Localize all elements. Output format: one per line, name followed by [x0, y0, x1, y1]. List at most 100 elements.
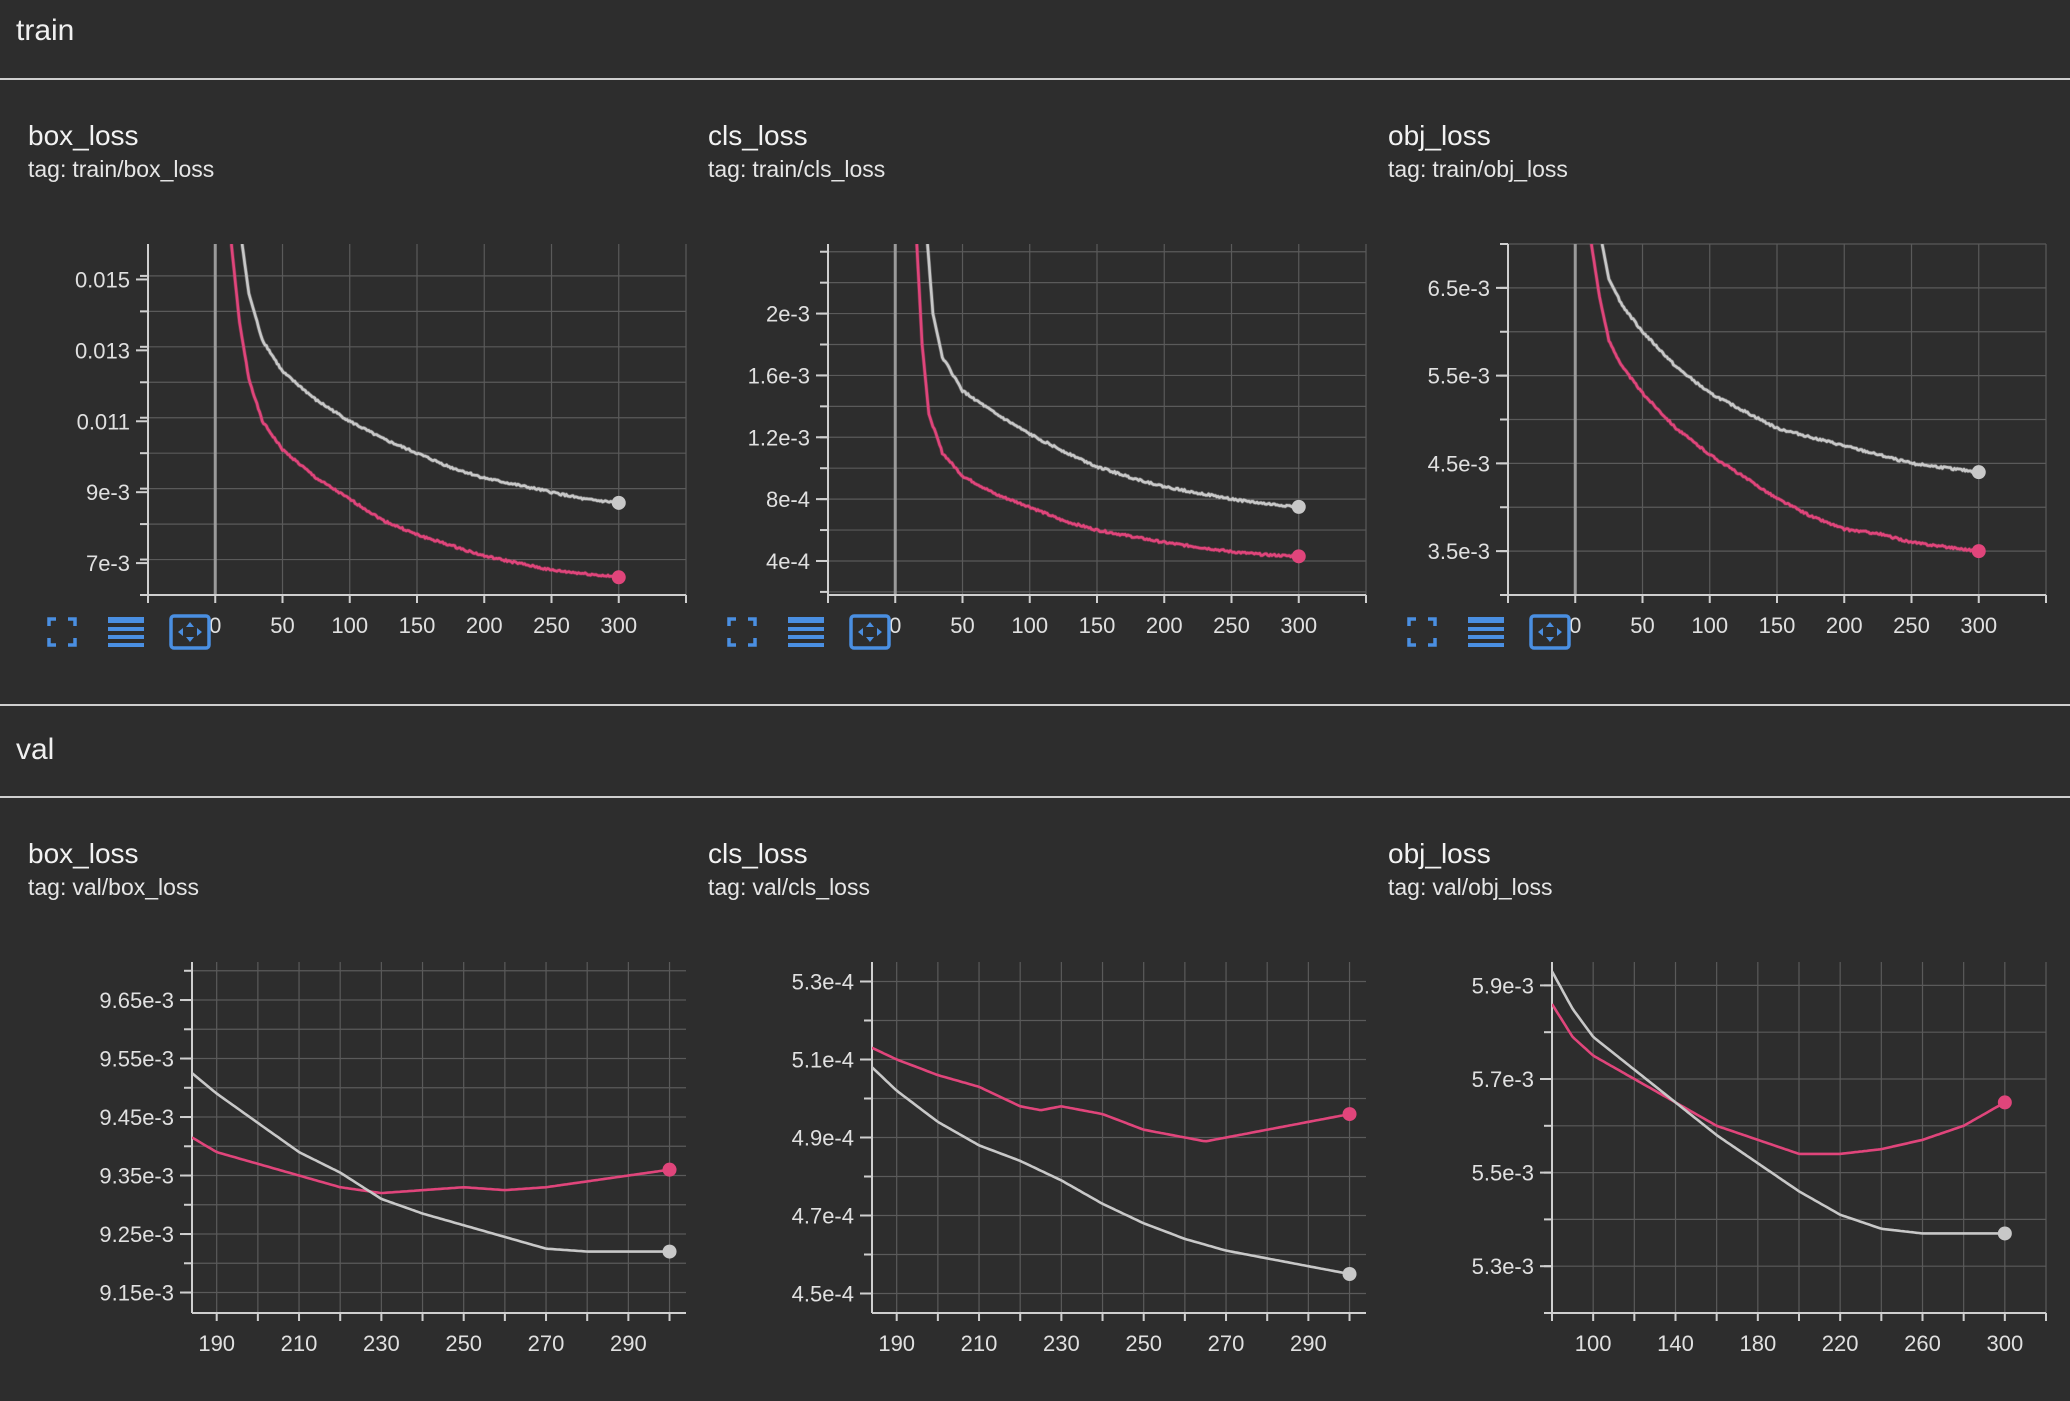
card-tag: tag: train/cls_loss [708, 156, 885, 183]
fit-domain-icon [1529, 613, 1571, 655]
chart-svg: 5.9e-3 5.7e-3 5.5e-3 5.3e-3 100 140 180 220 260 3… [1472, 962, 2047, 1356]
chart-plot[interactable]: 5.9e-3 5.7e-3 5.5e-3 5.3e-3 100 140 180 220 260 3… [1360, 916, 2047, 1401]
card-title: box_loss [28, 120, 139, 151]
data-table-button[interactable] [786, 614, 826, 654]
chart-plot[interactable]: 0.015 0.013 0.011 9e-3 7e-3 0 50 100 150 200 250 30… [0, 198, 687, 683]
tag-value: train/cls_loss [752, 156, 886, 182]
chart-svg: 2e-3 1.6e-3 1.2e-3 8e-4 4e-4 0 50 100 150 200 250 3… [748, 244, 1367, 638]
y-tick-label: 4e-4 [766, 549, 810, 574]
y-tick-label: 4.5e-4 [792, 1282, 854, 1307]
y-tick-label: 6.5e-3 [1428, 276, 1490, 301]
series-end-point-pink [611, 570, 626, 585]
card-title: obj_loss [1388, 838, 1491, 869]
series-end-point-pink [1342, 1107, 1357, 1122]
card-tag: tag: train/box_loss [28, 156, 214, 183]
x-tick-label: 180 [1739, 1331, 1776, 1356]
plot-area [872, 1046, 1350, 1276]
x-tick-label: 200 [466, 613, 503, 638]
series-end-point-gray [1971, 465, 1986, 480]
y-tick-label: 8e-4 [766, 487, 810, 512]
fit-domain-button[interactable] [169, 613, 211, 655]
section-divider [0, 796, 2070, 798]
fit-domain-button[interactable] [849, 613, 891, 655]
y-tick-label: 5.1e-4 [792, 1048, 854, 1073]
chart-svg: 6.5e-3 5.5e-3 4.5e-3 3.5e-3 0 50 100 150 200 250 3… [1428, 243, 2047, 638]
series-line-pink [1590, 244, 1980, 553]
fit-domain-icon [169, 613, 211, 655]
plot-area [229, 244, 620, 580]
tag-label: tag: [1388, 156, 1427, 182]
x-tick-label: 200 [1826, 613, 1863, 638]
tag-label: tag: [28, 156, 67, 182]
tag-value: train/box_loss [72, 156, 215, 182]
fit-domain-button[interactable] [1529, 613, 1571, 655]
series-shadow [229, 244, 620, 580]
card-tag: tag: val/cls_loss [708, 874, 870, 901]
y-tick-label: 4.9e-4 [792, 1126, 854, 1151]
x-tick-label: 230 [363, 1331, 400, 1356]
x-tick-label: 300 [1960, 613, 1997, 638]
tag-value: val/box_loss [72, 874, 199, 900]
x-tick-label: 50 [950, 613, 974, 638]
y-tick-label: 1.2e-3 [748, 425, 810, 450]
y-tick-label: 9.55e-3 [99, 1047, 174, 1072]
x-tick-label: 210 [281, 1331, 318, 1356]
plot-area [1589, 244, 1981, 554]
chart-plot[interactable]: 2e-3 1.6e-3 1.2e-3 8e-4 4e-4 0 50 100 150 200 250 3… [680, 198, 1367, 683]
x-tick-label: 210 [961, 1331, 998, 1356]
series-end-point-pink [1997, 1095, 2012, 1110]
section-title-val: val [16, 733, 55, 766]
x-tick-label: 270 [528, 1331, 565, 1356]
x-tick-label: 190 [198, 1331, 235, 1356]
data-table-icon [787, 615, 825, 654]
fullscreen-icon [1406, 616, 1438, 653]
chart-plot[interactable]: 9.65e-3 9.55e-3 9.45e-3 9.35e-3 9.25e-3 9.15e… [0, 916, 686, 1401]
y-tick-label: 5.7e-3 [1472, 1067, 1534, 1092]
data-table-button[interactable] [1466, 614, 1506, 654]
fullscreen-icon [46, 616, 78, 653]
x-tick-label: 150 [1079, 613, 1116, 638]
x-tick-label: 100 [1011, 613, 1048, 638]
y-tick-label: 5.9e-3 [1472, 973, 1534, 998]
x-tick-label: 150 [1759, 613, 1796, 638]
x-tick-label: 140 [1657, 1331, 1694, 1356]
series-line-gray [240, 244, 619, 504]
x-tick-label: 100 [1691, 613, 1728, 638]
x-tick-label: 300 [1280, 613, 1317, 638]
y-tick-label: 4.7e-4 [792, 1204, 854, 1229]
tag-label: tag: [1388, 874, 1427, 900]
tag-label: tag: [708, 874, 747, 900]
x-tick-label: 250 [1893, 613, 1930, 638]
y-tick-label: 5.3e-4 [792, 970, 854, 995]
fullscreen-button[interactable] [1402, 614, 1442, 654]
fullscreen-button[interactable] [722, 614, 762, 654]
x-tick-label: 300 [600, 613, 637, 638]
fullscreen-button[interactable] [42, 614, 82, 654]
series-shadow [1589, 244, 1981, 554]
plot-area [914, 244, 1301, 559]
plot-area [1552, 970, 2006, 1235]
card-tag: tag: train/obj_loss [1388, 156, 1568, 183]
y-tick-label: 9.25e-3 [99, 1222, 174, 1247]
series-end-point-pink [1291, 549, 1306, 564]
y-tick-label: 9.35e-3 [99, 1164, 174, 1189]
chart-svg: 9.65e-3 9.55e-3 9.45e-3 9.35e-3 9.25e-3 9.15e… [99, 962, 686, 1356]
chart-plot[interactable]: 6.5e-3 5.5e-3 4.5e-3 3.5e-3 0 50 100 150 200 250 3… [1360, 198, 2047, 683]
y-tick-label: 2e-3 [766, 302, 810, 327]
data-table-button[interactable] [106, 614, 146, 654]
tag-value: val/obj_loss [1432, 874, 1553, 900]
x-tick-label: 0 [889, 613, 901, 638]
y-tick-label: 5.3e-3 [1472, 1254, 1534, 1279]
chart-svg: 0.015 0.013 0.011 9e-3 7e-3 0 50 100 150 200 250 30… [75, 244, 687, 638]
series-end-point-gray [1997, 1226, 2012, 1241]
x-tick-label: 200 [1146, 613, 1183, 638]
y-tick-label: 5.5e-3 [1472, 1161, 1534, 1186]
card-title: obj_loss [1388, 120, 1491, 151]
series-line-pink [1552, 1003, 2006, 1156]
card-title: box_loss [28, 838, 139, 869]
chart-plot[interactable]: 5.3e-4 5.1e-4 4.9e-4 4.7e-4 4.5e-4 190 210 230 2… [680, 916, 1366, 1401]
x-tick-label: 260 [1904, 1331, 1941, 1356]
tag-value: val/cls_loss [752, 874, 870, 900]
series-line-pink [915, 244, 1300, 559]
fit-domain-icon [849, 613, 891, 655]
